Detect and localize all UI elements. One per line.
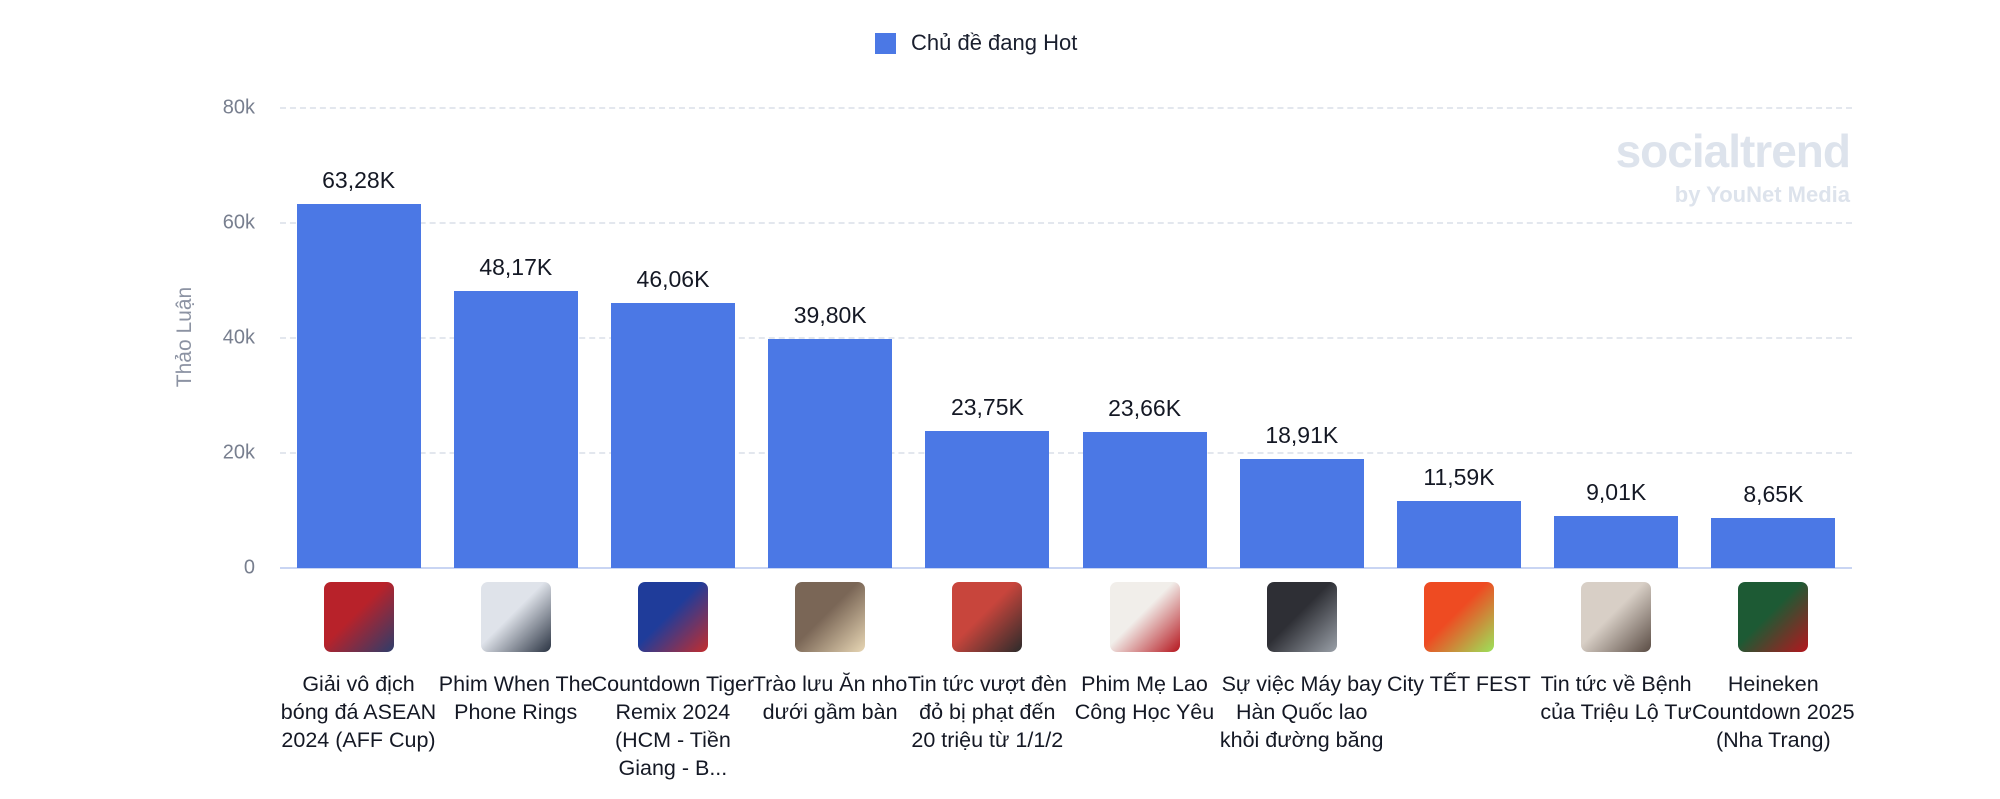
bar[interactable] — [1082, 431, 1207, 568]
y-tick-label: 60k — [222, 211, 255, 234]
category-thumbnail-image[interactable] — [1266, 582, 1337, 652]
category-thumbnail-image[interactable] — [1581, 582, 1652, 652]
bar[interactable] — [925, 431, 1050, 568]
bar-value-label: 48,17K — [479, 254, 553, 281]
category-thumbnail-image[interactable] — [637, 582, 708, 652]
category-thumbnail-image[interactable] — [1423, 582, 1494, 652]
bar-group[interactable]: 18,91K Sự việc Máy bay Hàn Quốc lao khỏi … — [1220, 0, 1384, 799]
category-label: Phim Mẹ Lao Công Học Yêu — [1074, 672, 1215, 724]
watermark-sub: by YouNet Media — [1674, 182, 1850, 207]
category-label: Heineken Countdown 2025 (Nha Trang) — [1692, 672, 1855, 752]
watermark-brand: socialtrend — [1615, 125, 1851, 177]
bar-group[interactable]: 39,80K Trào lưu Ăn nho dưới gầm bàn — [752, 0, 909, 799]
bar-value-label: 9,01K — [1586, 479, 1647, 506]
bar-value-label: 46,06K — [636, 266, 710, 293]
category-label: Phim When The Phone Rings — [438, 672, 593, 724]
legend-label: Chủ đề đang Hot — [911, 30, 1078, 55]
category-thumbnail-image[interactable] — [1738, 582, 1809, 652]
bar[interactable] — [610, 303, 735, 568]
bar-group[interactable]: 63,28K Giải vô địch bóng đá ASEAN 2024 (A… — [280, 0, 437, 799]
bar-value-label: 23,66K — [1108, 394, 1182, 421]
category-label: Tin tức về Bệnh của Triệu Lộ Tư — [1540, 672, 1692, 724]
category-label: Countdown Tiger Remix 2024 (HCM - Tiền G… — [591, 672, 755, 780]
bar-group[interactable]: 9,01K Tin tức về Bệnh của Triệu Lộ Tư — [1538, 0, 1695, 799]
y-tick-label: 80k — [222, 96, 255, 119]
y-tick-label: 40k — [222, 326, 255, 349]
bar[interactable] — [1396, 501, 1521, 568]
gridline — [280, 107, 1852, 109]
category-thumbnail-image[interactable] — [480, 582, 551, 652]
bar[interactable] — [768, 339, 893, 568]
category-thumbnail-image[interactable] — [795, 582, 866, 652]
bar[interactable] — [296, 204, 421, 568]
gridline — [280, 452, 1852, 454]
bar[interactable] — [1554, 516, 1679, 568]
category-label: Trào lưu Ăn nho dưới gầm bàn — [752, 672, 908, 724]
legend-swatch — [875, 32, 896, 54]
chart-legend[interactable]: Chủ đề đang Hot — [875, 30, 1077, 56]
category-label: Giải vô địch bóng đá ASEAN 2024 (AFF Cup… — [280, 672, 437, 752]
bar-value-label: 8,65K — [1743, 481, 1804, 508]
category-thumbnail-image[interactable] — [1109, 582, 1180, 652]
bar-group[interactable]: 23,75K Tin tức vượt đèn đỏ bị phạt đến 20… — [908, 0, 1067, 799]
bar-value-label: 11,59K — [1423, 464, 1495, 491]
category-label: City TẾT FEST — [1387, 672, 1531, 696]
bar[interactable] — [453, 291, 578, 568]
y-tick-label: 0 — [243, 556, 255, 579]
y-tick-label: 20k — [222, 441, 255, 464]
bar[interactable] — [1239, 459, 1364, 568]
watermark-logo: socialtrend by YouNet Media — [1615, 125, 1851, 208]
gridline — [280, 222, 1852, 224]
gridline — [280, 337, 1852, 339]
category-label: Tin tức vượt đèn đỏ bị phạt đến 20 triệu… — [907, 672, 1067, 752]
bar-value-label: 63,28K — [322, 167, 396, 194]
category-label: Sự việc Máy bay Hàn Quốc lao khỏi đường … — [1219, 672, 1384, 752]
category-thumbnail-image[interactable] — [323, 582, 394, 652]
category-thumbnail-image[interactable] — [952, 582, 1023, 652]
bar-group[interactable]: 8,65K Heineken Countdown 2025 (Nha Trang) — [1692, 0, 1855, 799]
x-axis-line — [280, 567, 1852, 569]
bar-value-label: 39,80K — [793, 302, 867, 329]
plot-area: 63,28K Giải vô địch bóng đá ASEAN 2024 (A… — [280, 0, 1855, 799]
bar-group[interactable]: 46,06K Countdown Tiger Remix 2024 (HCM - … — [592, 0, 755, 799]
bar-value-label: 23,75K — [950, 394, 1024, 421]
bar-group[interactable]: 11,59K City TẾT FEST — [1380, 0, 1537, 799]
bar-group[interactable]: 48,17K Phim When The Phone Rings — [437, 0, 594, 799]
bar[interactable] — [1711, 518, 1836, 568]
bar-group[interactable]: 23,66K Phim Mẹ Lao Công Học Yêu — [1066, 0, 1223, 799]
bar-value-label: 18,91K — [1265, 422, 1339, 449]
